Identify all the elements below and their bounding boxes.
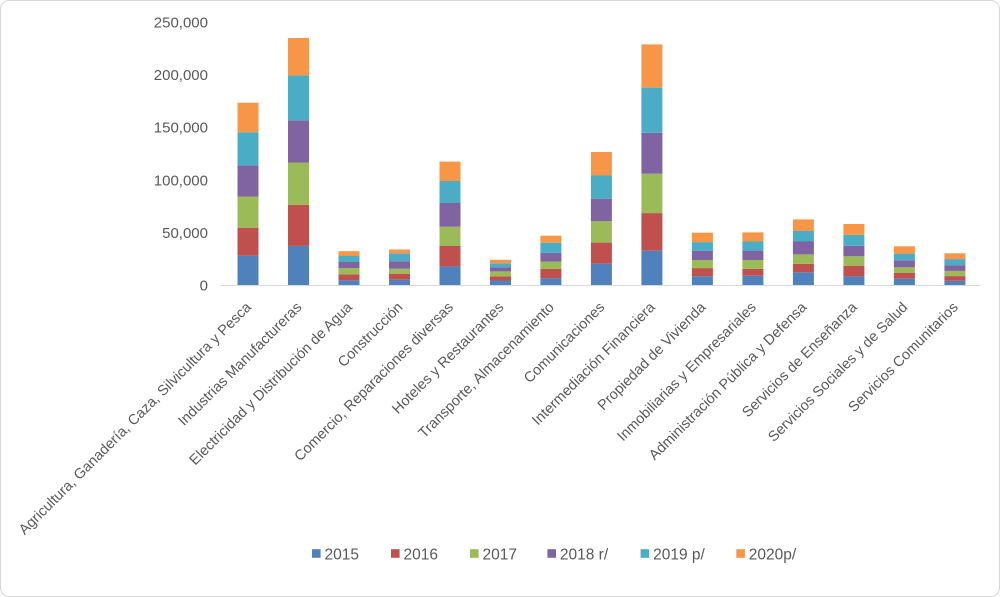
- svg-text:2019 p/: 2019 p/: [653, 547, 705, 564]
- svg-text:150,000: 150,000: [154, 120, 208, 137]
- svg-text:200,000: 200,000: [154, 67, 208, 84]
- svg-text:Agricultura, Ganadería, Caza,: Agricultura, Ganadería, Caza, Silvicultu…: [16, 299, 255, 538]
- svg-text:100,000: 100,000: [154, 172, 208, 189]
- svg-text:50,000: 50,000: [162, 225, 208, 242]
- svg-text:2020p/: 2020p/: [749, 547, 797, 564]
- svg-text:2018 r/: 2018 r/: [560, 547, 609, 564]
- svg-text:2015: 2015: [325, 547, 359, 564]
- svg-text:0: 0: [200, 277, 208, 294]
- svg-text:250,000: 250,000: [154, 15, 208, 32]
- svg-text:2017: 2017: [483, 547, 517, 564]
- svg-text:2016: 2016: [404, 547, 438, 564]
